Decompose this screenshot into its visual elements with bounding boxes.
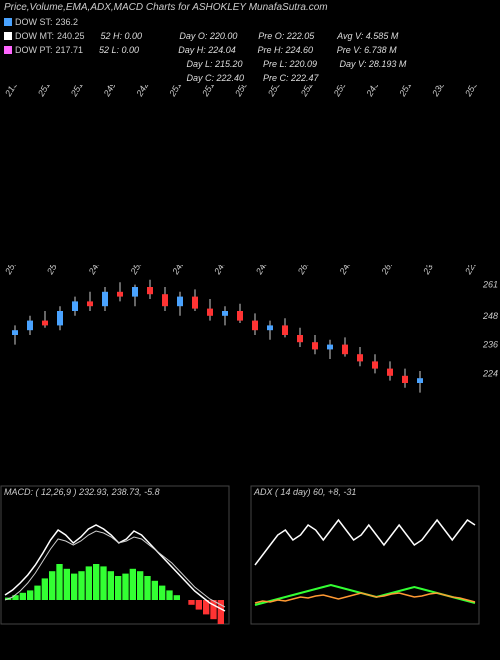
dow-mt: DOW MT: 240.25 — [4, 31, 85, 41]
stat: Avg V: 4.585 M — [337, 31, 416, 41]
adx-panel: ADX ( 14 day) 60, +8, -31 — [250, 485, 500, 625]
stats-grid-3: Day L: 215.20 Pre L: 220.09 Day V: 28.19… — [106, 59, 496, 69]
dow-st-color — [4, 18, 12, 26]
chart-container: Price,Volume,EMA,ADX,MACD Charts for ASH… — [0, 0, 500, 660]
dow-legend: DOW ST: 236.2 — [0, 15, 500, 29]
stat: Day C: 222.40 — [187, 73, 264, 83]
macd-svg — [0, 485, 230, 625]
stat: Day V: 28.193 M — [340, 59, 417, 69]
dow-pt: DOW PT: 217.71 — [4, 45, 83, 55]
stat: Day L: 215.20 — [187, 59, 264, 69]
stat — [110, 59, 187, 69]
stat — [340, 73, 417, 83]
stats-grid-2: 52 L: 0.00 Day H: 224.04 Pre H: 224.60 P… — [95, 45, 496, 55]
svg-text:248: 248 — [482, 311, 498, 321]
macd-sub: ( 12,26,9 ) 232.93, 238.73, -5.8 — [36, 487, 160, 497]
adx-svg — [250, 485, 480, 625]
macd-label: MACD: — [4, 487, 33, 497]
candle-svg: 2512542402552422462482602482612342222612… — [0, 265, 500, 410]
dow-legend-3: DOW PT: 217.71 52 L: 0.00 Day H: 224.04 … — [0, 43, 500, 57]
dow-mt-value: 240.25 — [57, 31, 85, 41]
dow-pt-color — [4, 46, 12, 54]
dow-st-value: 236.2 — [56, 17, 79, 27]
stat: Pre C: 222.47 — [263, 73, 340, 83]
stat: 52 H: 0.00 — [101, 31, 180, 41]
stats-grid: 52 H: 0.00 Day O: 220.00 Pre O: 222.05 A… — [97, 31, 496, 41]
dow-st: DOW ST: 236.2 — [4, 17, 78, 27]
price-svg: 2132512512492422512512502532522552432512… — [0, 85, 500, 265]
svg-text:261: 261 — [482, 280, 498, 290]
dow-mt-color — [4, 32, 12, 40]
adx-label: ADX — [254, 487, 273, 497]
stat: Day O: 220.00 — [179, 31, 258, 41]
chart-title: Price,Volume,EMA,ADX,MACD Charts for ASH… — [0, 0, 500, 15]
stat: Pre O: 222.05 — [258, 31, 337, 41]
indicator-row: MACD: ( 12,26,9 ) 232.93, 238.73, -5.8 A… — [0, 485, 500, 625]
dow-st-label: DOW ST: — [15, 17, 53, 27]
stats-row-4: Day C: 222.40 Pre C: 222.47 — [0, 71, 500, 85]
svg-text:224: 224 — [482, 368, 498, 378]
dow-mt-label: DOW MT: — [15, 31, 54, 41]
stat — [110, 73, 187, 83]
svg-text:236: 236 — [482, 340, 498, 350]
dow-pt-value: 217.71 — [56, 45, 84, 55]
adx-sub: ( 14 day) 60, +8, -31 — [275, 487, 356, 497]
adx-title: ADX ( 14 day) 60, +8, -31 — [254, 487, 356, 497]
spacer — [0, 405, 500, 485]
stat: 52 L: 0.00 — [99, 45, 178, 55]
stat: Pre V: 6.738 M — [337, 45, 416, 55]
dow-pt-label: DOW PT: — [15, 45, 53, 55]
stat: Pre L: 220.09 — [263, 59, 340, 69]
stat: Pre H: 224.60 — [258, 45, 337, 55]
dow-legend-2: DOW MT: 240.25 52 H: 0.00 Day O: 220.00 … — [0, 29, 500, 43]
macd-title: MACD: ( 12,26,9 ) 232.93, 238.73, -5.8 — [4, 487, 160, 497]
stats-row-3: Day L: 215.20 Pre L: 220.09 Day V: 28.19… — [0, 57, 500, 71]
stat: Day H: 224.04 — [178, 45, 257, 55]
stats-grid-4: Day C: 222.40 Pre C: 222.47 — [106, 73, 496, 83]
candle-chart: 2512542402552422462482602482612342222612… — [0, 265, 500, 405]
price-chart: 2132512512492422512512502532522552432512… — [0, 85, 500, 265]
macd-panel: MACD: ( 12,26,9 ) 232.93, 238.73, -5.8 — [0, 485, 250, 625]
